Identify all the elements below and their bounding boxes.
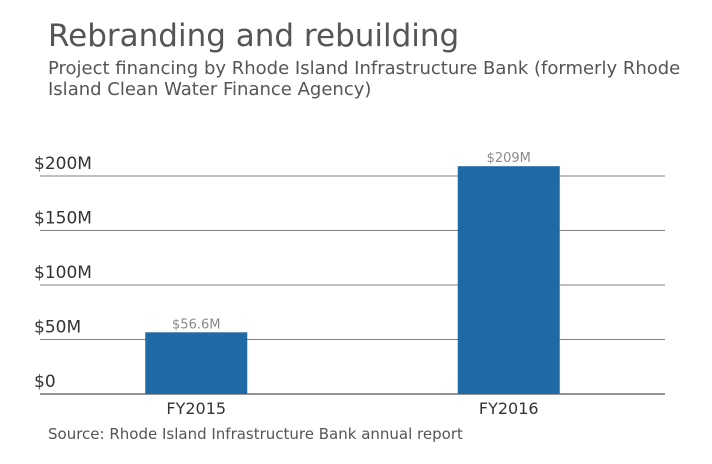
- bars: [145, 166, 560, 394]
- gridlines: [40, 175, 665, 395]
- y-tick-label: $200M: [34, 154, 92, 174]
- labels: $0 $50M $100M $150M $200M $56.6M FY2015 $209M FY…: [34, 151, 539, 418]
- x-tick-label: FY2015: [166, 399, 226, 418]
- chart-subtitle: Project financing by Rhode Island Infras…: [48, 58, 681, 100]
- data-label: $56.6M: [172, 317, 220, 332]
- y-tick-label: $50M: [34, 318, 81, 338]
- data-label: $209M: [487, 151, 531, 166]
- bar: [457, 166, 560, 394]
- y-tick-label: $100M: [34, 263, 92, 283]
- source-note: Source: Rhode Island Infrastructure Bank…: [48, 425, 463, 443]
- bar: [145, 332, 248, 394]
- chart-title: Rebranding and rebuilding: [48, 18, 460, 54]
- x-tick-label: FY2016: [479, 399, 539, 418]
- y-tick-label: $0: [34, 372, 56, 392]
- y-tick-label: $150M: [34, 209, 92, 229]
